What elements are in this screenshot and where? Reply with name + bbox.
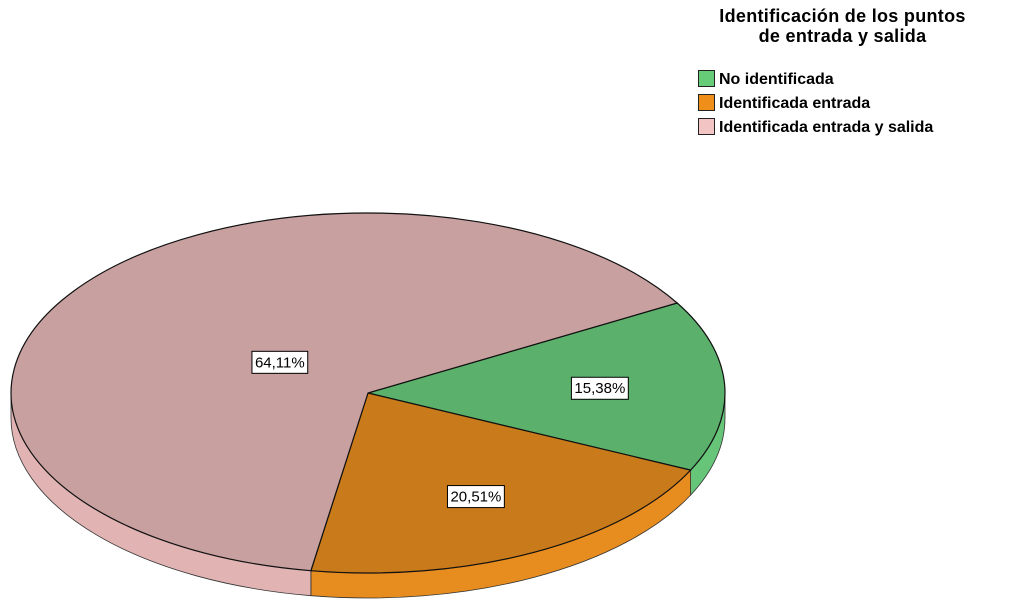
legend-label: No identificada bbox=[719, 71, 834, 88]
data-label-box bbox=[570, 376, 629, 400]
slice bbox=[365, 302, 726, 471]
legend-label: Identificada entrada bbox=[719, 95, 870, 112]
legend-swatch bbox=[698, 70, 715, 87]
data-label-box bbox=[251, 350, 309, 374]
data-label: 20,51% bbox=[450, 489, 501, 506]
data-label: 64,11% bbox=[255, 354, 305, 371]
slice bbox=[310, 392, 692, 574]
legend-swatch bbox=[698, 118, 715, 135]
legend-swatch bbox=[698, 94, 715, 111]
data-label-box bbox=[446, 485, 505, 509]
legend-label: Identificada entrada y salida bbox=[719, 119, 933, 136]
legend-title: Identificación de los puntos de entrada … bbox=[719, 6, 966, 46]
data-label: 15,38% bbox=[574, 380, 625, 397]
slice bbox=[10, 212, 679, 572]
